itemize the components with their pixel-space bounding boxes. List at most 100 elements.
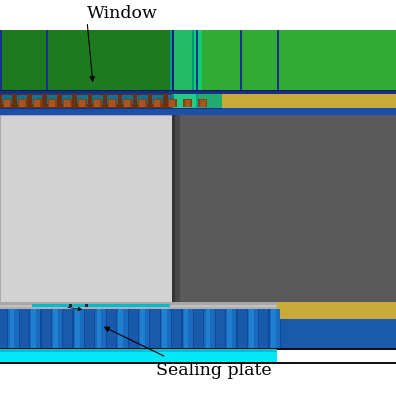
Bar bbox=[109, 100, 115, 107]
Bar bbox=[46, 30, 48, 91]
Bar bbox=[124, 100, 130, 107]
Bar bbox=[174, 30, 192, 91]
Bar bbox=[137, 95, 148, 104]
Bar bbox=[0, 302, 277, 308]
Bar bbox=[248, 309, 258, 348]
Bar bbox=[0, 94, 198, 109]
Text: Window: Window bbox=[87, 6, 158, 22]
Bar bbox=[227, 309, 232, 348]
Bar bbox=[138, 99, 147, 107]
Bar bbox=[240, 30, 242, 91]
Bar bbox=[203, 309, 216, 348]
Bar bbox=[152, 95, 163, 104]
Bar bbox=[271, 309, 276, 348]
Bar bbox=[225, 309, 238, 348]
Bar bbox=[268, 309, 281, 348]
Bar bbox=[174, 94, 196, 108]
Bar bbox=[62, 95, 72, 104]
Bar bbox=[74, 309, 84, 348]
Bar bbox=[33, 99, 42, 107]
Bar bbox=[277, 348, 396, 350]
Bar bbox=[92, 95, 103, 104]
Bar bbox=[8, 309, 19, 348]
Bar bbox=[198, 95, 208, 104]
Bar bbox=[0, 307, 277, 309]
Bar bbox=[31, 309, 36, 348]
Bar bbox=[0, 364, 396, 396]
Bar bbox=[0, 302, 277, 305]
Bar bbox=[17, 95, 27, 104]
Bar bbox=[7, 309, 20, 348]
Bar bbox=[51, 309, 63, 348]
Bar bbox=[0, 348, 277, 350]
Bar bbox=[206, 309, 210, 348]
Bar bbox=[183, 309, 193, 348]
Bar bbox=[0, 349, 277, 352]
Bar bbox=[196, 30, 198, 91]
Bar bbox=[162, 309, 167, 348]
Bar bbox=[49, 100, 55, 107]
Bar bbox=[95, 309, 106, 348]
Bar bbox=[85, 304, 88, 307]
Bar bbox=[107, 95, 118, 104]
Bar bbox=[170, 89, 180, 303]
Bar bbox=[19, 100, 25, 107]
Bar bbox=[247, 309, 259, 348]
Bar bbox=[183, 95, 193, 104]
Bar bbox=[79, 100, 85, 107]
Bar bbox=[270, 309, 280, 348]
Bar bbox=[139, 309, 149, 348]
Bar bbox=[172, 30, 202, 91]
Bar bbox=[78, 99, 87, 107]
Bar bbox=[52, 309, 62, 348]
Bar bbox=[0, 362, 277, 363]
Bar bbox=[30, 309, 40, 348]
Bar bbox=[184, 309, 188, 348]
Bar bbox=[139, 100, 145, 107]
Bar bbox=[0, 362, 396, 364]
Bar bbox=[29, 309, 42, 348]
Bar bbox=[277, 30, 279, 91]
Bar bbox=[0, 96, 198, 108]
Bar bbox=[116, 309, 129, 348]
Bar bbox=[123, 99, 132, 107]
Bar bbox=[277, 302, 396, 319]
Bar bbox=[170, 30, 174, 91]
Bar bbox=[63, 99, 72, 107]
Bar bbox=[3, 99, 11, 107]
Bar bbox=[168, 95, 178, 104]
Bar bbox=[200, 100, 206, 107]
Bar bbox=[0, 30, 2, 91]
Bar bbox=[0, 115, 174, 303]
Bar bbox=[93, 99, 102, 107]
Bar bbox=[0, 350, 277, 362]
Bar bbox=[277, 318, 396, 348]
Bar bbox=[172, 93, 198, 109]
Bar bbox=[32, 304, 170, 307]
Bar bbox=[0, 108, 222, 109]
Bar bbox=[47, 95, 57, 104]
Bar bbox=[138, 309, 150, 348]
Bar bbox=[168, 99, 177, 107]
Text: Sealing plate: Sealing plate bbox=[156, 362, 272, 379]
Bar bbox=[174, 30, 198, 91]
Bar bbox=[53, 309, 58, 348]
Bar bbox=[198, 30, 396, 91]
Bar bbox=[181, 309, 194, 348]
Bar bbox=[160, 309, 172, 348]
Bar bbox=[108, 99, 117, 107]
Bar bbox=[222, 94, 396, 109]
Bar bbox=[0, 30, 170, 91]
Bar bbox=[161, 309, 171, 348]
Bar bbox=[153, 99, 162, 107]
Bar bbox=[77, 95, 88, 104]
Bar bbox=[198, 99, 207, 107]
Bar bbox=[204, 309, 215, 348]
Bar bbox=[172, 30, 202, 91]
Bar bbox=[183, 99, 192, 107]
Bar bbox=[118, 309, 123, 348]
Bar bbox=[122, 95, 133, 104]
Bar bbox=[172, 30, 174, 91]
Bar bbox=[169, 100, 175, 107]
Bar bbox=[0, 309, 277, 348]
